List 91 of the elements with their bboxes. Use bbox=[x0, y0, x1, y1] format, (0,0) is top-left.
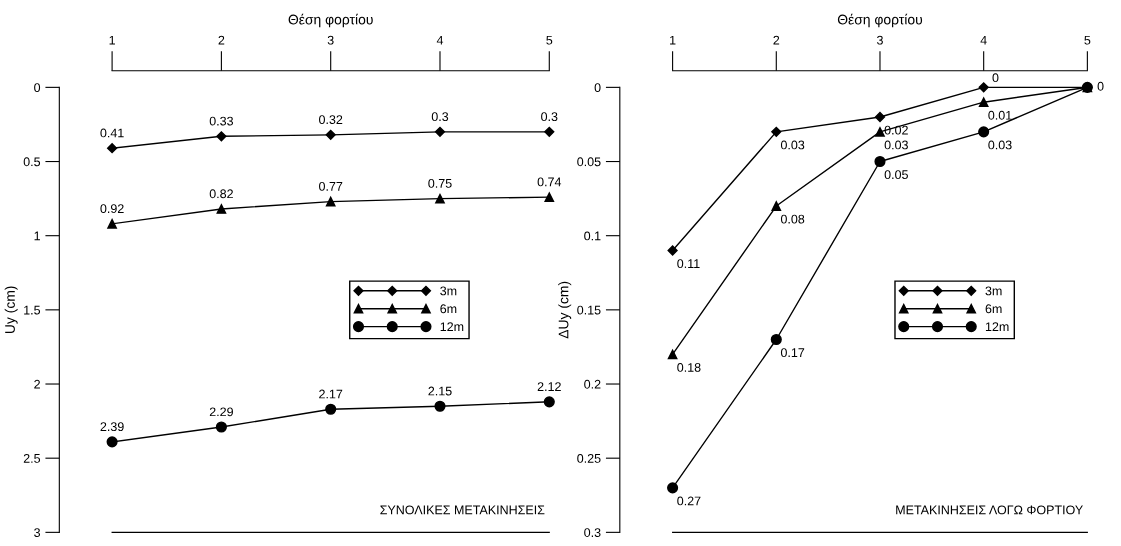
y-tick-label: 0.3 bbox=[584, 528, 601, 537]
data-label: 0.74 bbox=[537, 177, 562, 187]
data-label: 0.27 bbox=[677, 496, 701, 506]
data-label: 0.03 bbox=[884, 140, 908, 150]
data-label: 2.15 bbox=[428, 386, 452, 396]
point bbox=[771, 126, 782, 137]
data-label: 0 bbox=[1097, 81, 1104, 91]
y-tick-label: 0 bbox=[34, 83, 41, 93]
x-tick-label: 2 bbox=[218, 35, 225, 45]
point bbox=[106, 436, 118, 448]
point bbox=[325, 196, 336, 207]
y-tick-label: 0.25 bbox=[577, 453, 601, 463]
point bbox=[874, 111, 886, 123]
x-tick-label: 2 bbox=[773, 35, 780, 45]
data-label: 0.75 bbox=[428, 178, 452, 188]
y-tick-label: 0.05 bbox=[577, 157, 601, 167]
point bbox=[107, 218, 117, 229]
point bbox=[325, 129, 336, 140]
point bbox=[215, 421, 227, 433]
data-label: 0 bbox=[992, 73, 999, 83]
x-tick-label: 4 bbox=[436, 35, 444, 45]
point bbox=[544, 126, 555, 137]
x-axis-title: Θέση φορτίου bbox=[288, 13, 373, 28]
legend-label: 3m bbox=[440, 286, 457, 296]
legend-label: 12m bbox=[440, 322, 464, 331]
data-label: 0.3 bbox=[541, 112, 558, 122]
y-tick-label: 0.5 bbox=[23, 157, 41, 167]
legend-label: 6m bbox=[985, 304, 1002, 314]
point bbox=[325, 403, 337, 415]
data-label: 2.39 bbox=[100, 422, 124, 432]
data-label: 0.03 bbox=[988, 140, 1012, 150]
data-label: 0.08 bbox=[780, 214, 805, 224]
point bbox=[978, 97, 989, 108]
legend-label: 12m bbox=[985, 322, 1009, 331]
point bbox=[667, 245, 678, 256]
point bbox=[216, 131, 227, 142]
y-tick-label: 1 bbox=[34, 231, 40, 241]
data-label: 0.02 bbox=[884, 125, 908, 135]
data-label: 0.32 bbox=[319, 115, 343, 125]
y-tick-label: 2.5 bbox=[23, 453, 41, 463]
point bbox=[875, 126, 885, 137]
y-axis-title: Uy (cm) bbox=[4, 286, 18, 334]
y-axis-title: ΔUy (cm) bbox=[558, 281, 572, 339]
point bbox=[771, 201, 782, 211]
x-tick-label: 4 bbox=[980, 35, 987, 45]
point bbox=[874, 155, 886, 168]
data-label: 2.17 bbox=[319, 389, 343, 399]
legend-label: 6m bbox=[440, 304, 457, 314]
data-label: 0.77 bbox=[319, 181, 343, 191]
data-label: 0.03 bbox=[780, 140, 805, 150]
point bbox=[667, 349, 678, 360]
y-tick-label: 1.5 bbox=[24, 305, 41, 315]
x-tick-label: 5 bbox=[546, 35, 553, 45]
legend-label: 3m bbox=[985, 286, 1002, 296]
data-label: 0.92 bbox=[100, 204, 124, 214]
data-label: 0.11 bbox=[677, 259, 700, 269]
data-label: 0.01 bbox=[988, 110, 1012, 120]
data-label: 0.41 bbox=[100, 128, 124, 138]
y-tick-label: 2 bbox=[34, 379, 40, 389]
point bbox=[544, 192, 555, 202]
y-tick-label: 0.2 bbox=[584, 379, 601, 389]
point bbox=[106, 143, 118, 154]
y-tick-label: 0 bbox=[594, 83, 601, 93]
point bbox=[434, 400, 446, 412]
x-tick-label: 3 bbox=[327, 35, 334, 45]
data-label: 0.17 bbox=[780, 348, 805, 358]
point bbox=[978, 82, 989, 93]
point bbox=[543, 396, 555, 408]
point bbox=[216, 204, 227, 214]
point bbox=[770, 333, 782, 346]
y-tick-label: 3 bbox=[34, 528, 41, 537]
data-label: 0.3 bbox=[431, 112, 449, 122]
x-axis-title: Θέση φορτίου bbox=[837, 13, 923, 28]
annotation: ΣΥΝΟΛΙΚΕΣ ΜΕΤΑΚΙΝΗΣΕΙΣ bbox=[380, 505, 545, 515]
y-tick-label: 0.15 bbox=[577, 305, 601, 315]
data-label: 0.33 bbox=[209, 116, 234, 126]
point bbox=[667, 482, 679, 494]
data-label: 0.05 bbox=[884, 170, 908, 180]
x-tick-label: 3 bbox=[876, 35, 883, 45]
x-tick-label: 1 bbox=[109, 35, 115, 45]
point bbox=[435, 193, 445, 204]
data-label: 0.18 bbox=[677, 363, 701, 372]
point bbox=[978, 126, 990, 138]
data-label: 2.12 bbox=[537, 382, 561, 391]
data-label: 2.29 bbox=[209, 407, 233, 417]
y-tick-label: 0.1 bbox=[584, 231, 601, 241]
x-tick-label: 1 bbox=[670, 35, 676, 45]
data-label: 0.82 bbox=[209, 189, 233, 199]
x-tick-label: 5 bbox=[1084, 35, 1091, 45]
point bbox=[434, 126, 446, 137]
annotation: ΜΕΤΑΚΙΝΗΣΕΙΣ ΛΟΓΩ ΦΟΡΤΙΟΥ bbox=[896, 505, 1083, 515]
